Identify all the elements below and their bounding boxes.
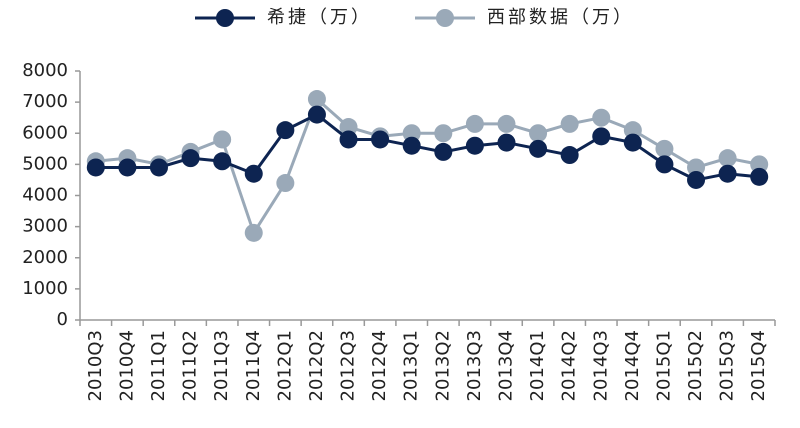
x-tick-label: 2015Q2 <box>685 330 706 401</box>
y-tick-label: 0 <box>57 309 68 330</box>
series-marker <box>86 158 105 177</box>
legend-marker <box>216 9 234 27</box>
series-marker <box>718 164 737 183</box>
series-marker <box>307 105 326 124</box>
series-marker <box>434 142 453 161</box>
series-marker <box>623 121 642 140</box>
y-tick-label: 8000 <box>22 60 68 81</box>
series-marker <box>465 114 484 133</box>
series-marker <box>497 133 516 152</box>
y-tick-label: 5000 <box>22 153 68 174</box>
series-marker <box>339 118 358 137</box>
series-marker <box>655 139 674 158</box>
x-tick-label: 2012Q4 <box>369 330 390 401</box>
y-tick-label: 7000 <box>22 91 68 112</box>
series-marker <box>213 130 232 149</box>
x-tick-label: 2013Q1 <box>401 330 422 401</box>
series-marker <box>655 155 674 174</box>
x-tick-label: 2011Q1 <box>148 330 169 401</box>
series-line <box>95 112 760 182</box>
series-marker <box>687 170 706 189</box>
series-marker <box>402 124 421 143</box>
x-tick-label: 2012Q2 <box>306 330 327 401</box>
legend-label: 西部数据（万） <box>487 7 634 28</box>
series-marker <box>623 133 642 152</box>
series-marker <box>149 158 168 177</box>
x-tick-label: 2010Q4 <box>116 330 137 401</box>
series-marker <box>529 124 548 143</box>
series-marker <box>560 114 579 133</box>
x-tick-label: 2013Q2 <box>432 330 453 401</box>
x-tick-label: 2011Q2 <box>180 330 201 401</box>
series-marker <box>213 152 232 171</box>
x-tick-label: 2013Q3 <box>464 330 485 401</box>
y-tick-label: 4000 <box>22 185 68 206</box>
x-tick-label: 2012Q1 <box>274 330 295 401</box>
legend-marker <box>436 9 454 27</box>
series-marker <box>434 124 453 143</box>
y-tick-label: 6000 <box>22 122 68 143</box>
series-marker <box>402 136 421 155</box>
x-tick-label: 2015Q1 <box>653 330 674 401</box>
series-marker <box>371 130 390 149</box>
series-marker <box>750 155 769 174</box>
x-tick-label: 2014Q1 <box>527 330 548 401</box>
series-marker <box>718 149 737 168</box>
series-marker <box>592 108 611 127</box>
series-marker <box>339 130 358 149</box>
series-marker <box>687 158 706 177</box>
x-tick-label: 2015Q4 <box>748 330 769 401</box>
series-marker <box>181 149 200 168</box>
x-tick-label: 2010Q3 <box>85 330 106 401</box>
series-marker <box>497 114 516 133</box>
series-marker <box>307 90 326 109</box>
y-tick-label: 2000 <box>22 247 68 268</box>
y-tick-label: 3000 <box>22 216 68 237</box>
x-tick-label: 2014Q2 <box>559 330 580 401</box>
x-tick-label: 2011Q4 <box>243 330 264 401</box>
series-marker <box>244 223 263 242</box>
x-tick-label: 2011Q3 <box>211 330 232 401</box>
x-tick-label: 2013Q4 <box>495 330 516 401</box>
series-line <box>95 96 760 237</box>
legend-label: 希捷（万） <box>267 7 372 28</box>
series-marker <box>750 167 769 186</box>
series-marker <box>592 127 611 146</box>
x-tick-label: 2015Q3 <box>717 330 738 401</box>
series-marker <box>276 121 295 140</box>
series-marker <box>465 136 484 155</box>
series-marker <box>529 139 548 158</box>
series-marker <box>244 164 263 183</box>
series-marker <box>560 146 579 165</box>
x-tick-label: 2014Q3 <box>590 330 611 401</box>
series-marker <box>118 158 137 177</box>
x-tick-label: 2014Q4 <box>622 330 643 401</box>
x-tick-label: 2012Q3 <box>338 330 359 401</box>
series-marker <box>276 174 295 193</box>
y-tick-label: 1000 <box>22 278 68 299</box>
